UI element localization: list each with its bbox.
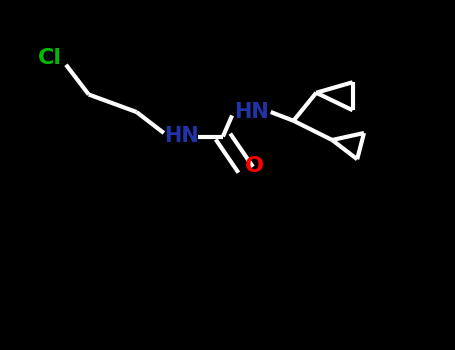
Text: O: O <box>245 156 264 176</box>
Text: Cl: Cl <box>38 48 62 68</box>
Text: HN: HN <box>234 102 268 122</box>
Text: HN: HN <box>165 126 199 147</box>
